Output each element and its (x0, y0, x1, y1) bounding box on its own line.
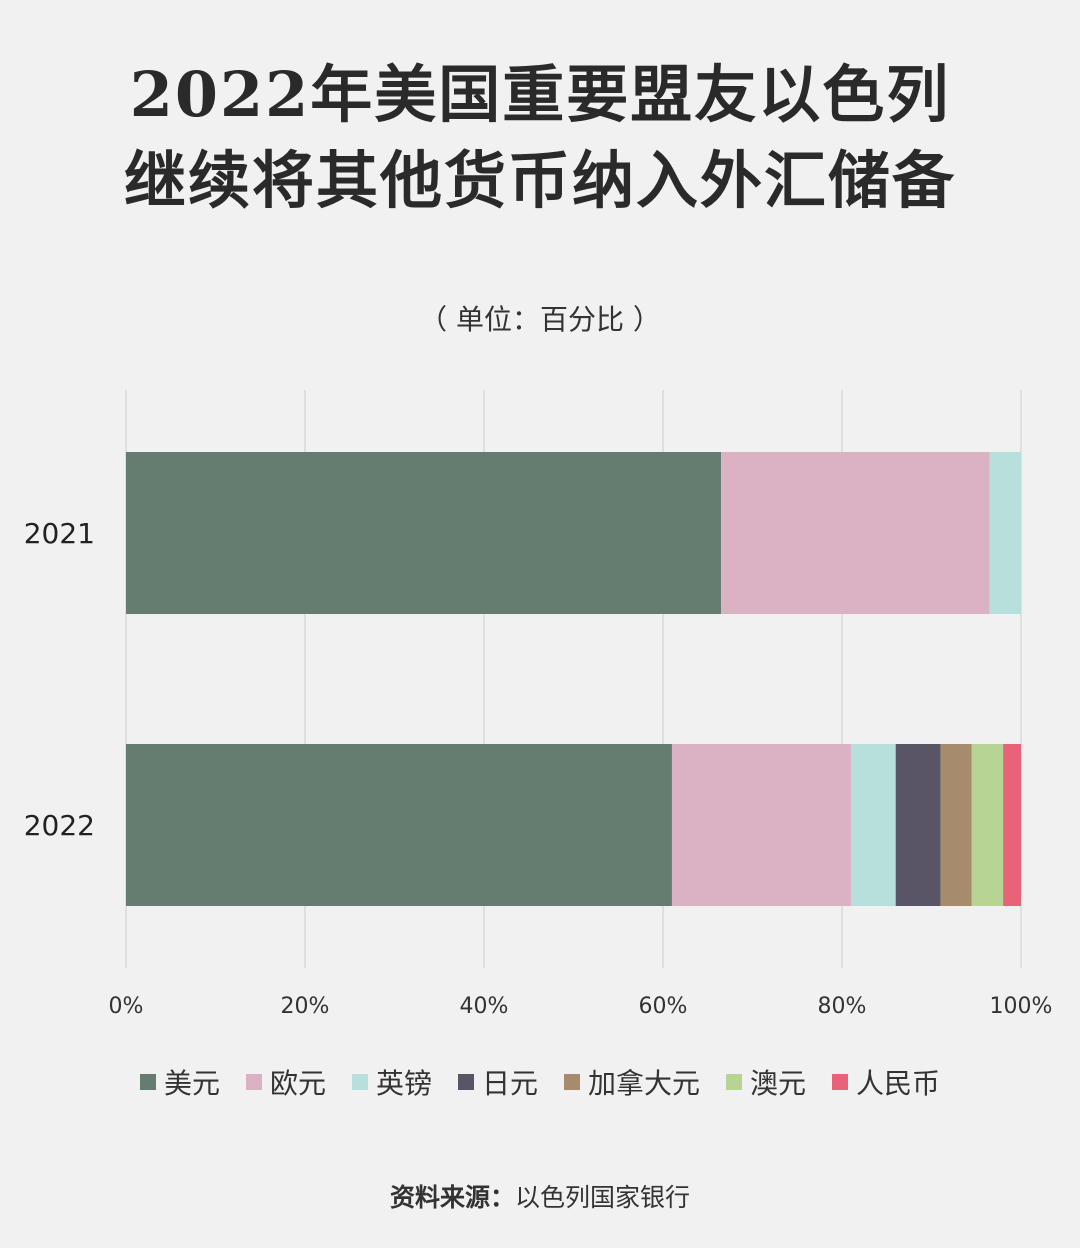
title-line-2: 继续将其他货币纳入外汇储备 (123, 144, 956, 217)
chart-title: 2022年美国重要盟友以色列 继续将其他货币纳入外汇储备 (0, 52, 1080, 224)
source-label: 资料来源： (389, 1183, 515, 1212)
legend-label: 英镑 (375, 1067, 432, 1100)
x-tick-label: 40% (460, 994, 509, 1019)
bar-segment-2021-美元 (126, 452, 722, 614)
legend-label: 加拿大元 (588, 1067, 701, 1100)
legend-label: 欧元 (269, 1067, 326, 1100)
y-tick-label: 2021 (24, 517, 95, 550)
legend: 美元 欧元 英镑 日元 加拿大元 澳元 人民币 (0, 1062, 1080, 1102)
bar-segment-2022-美元 (126, 744, 672, 906)
bar-segment-2022-英镑 (850, 744, 896, 906)
legend-swatch (245, 1074, 262, 1090)
x-tick-label: 100% (990, 994, 1053, 1019)
x-tick-label: 80% (818, 994, 867, 1019)
bar-segment-2021-英镑 (989, 452, 1021, 614)
bar-segment-2022-澳元 (971, 744, 1004, 906)
legend-label: 澳元 (750, 1067, 807, 1100)
bar-segment-2021-欧元 (721, 452, 990, 614)
legend-label: 日元 (481, 1067, 538, 1100)
legend-swatch (832, 1074, 849, 1090)
legend-swatch (139, 1074, 156, 1090)
unit-subtitle: （ 单位：百分比 ） (419, 303, 661, 336)
title-line-1: 2022年美国重要盟友以色列 (129, 58, 951, 131)
bar-segment-2022-人民币 (1003, 744, 1021, 906)
stacked-bar-chart: 0% 20% 40% 60% 80% 100% 2021 2022 (24, 390, 1053, 1019)
y-tick-label: 2022 (24, 809, 95, 842)
legend-item: 英镑 (351, 1062, 432, 1102)
legend-label: 美元 (163, 1067, 220, 1100)
x-tick-label: 60% (639, 994, 688, 1019)
legend-item: 日元 (457, 1062, 538, 1102)
legend-label: 人民币 (856, 1067, 941, 1100)
legend-swatch (457, 1074, 474, 1090)
bar-segment-2022-欧元 (671, 744, 851, 906)
x-tick-label: 0% (109, 994, 144, 1019)
legend-item: 澳元 (726, 1062, 806, 1102)
bar-segment-2022-加拿大元 (940, 744, 972, 906)
source-text: 以色列国家银行 (515, 1183, 691, 1212)
legend-swatch (351, 1074, 368, 1090)
legend-swatch (564, 1074, 580, 1090)
bar-segment-2022-日元 (895, 744, 941, 906)
legend-item: 欧元 (245, 1062, 326, 1102)
legend-item: 人民币 (832, 1062, 940, 1102)
legend-item: 美元 (139, 1062, 220, 1102)
x-tick-label: 20% (281, 994, 330, 1019)
legend-item: 加拿大元 (564, 1062, 700, 1102)
legend-swatch (726, 1074, 743, 1090)
source-note: 资料来源：以色列国家银行 (0, 1178, 1080, 1214)
